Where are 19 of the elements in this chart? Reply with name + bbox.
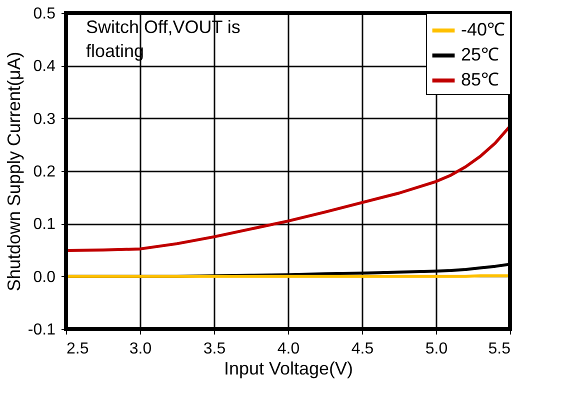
x-axis-title: Input Voltage(V) <box>224 358 354 378</box>
y-tick-label: 0.2 <box>33 164 56 180</box>
x-tick-label: 4.5 <box>351 340 374 358</box>
x-tick-label: 3.0 <box>129 340 152 358</box>
x-tick-label: 5.0 <box>425 340 448 358</box>
y-tick-label: 0.5 <box>33 6 56 22</box>
y-tick-label: 0.4 <box>33 58 56 76</box>
legend-label: -40℃ <box>461 20 506 40</box>
y-tick-label: 0.0 <box>33 268 56 286</box>
x-tick-label: 3.5 <box>203 340 226 358</box>
legend-label: 85℃ <box>461 70 500 90</box>
x-tick-label: 5.5 <box>488 340 511 358</box>
x-tick-label: 4.0 <box>277 340 300 358</box>
legend-label: 25℃ <box>461 44 500 64</box>
y-tick-label: 0.3 <box>33 110 56 128</box>
y-tick-label: -0.1 <box>28 322 56 338</box>
y-axis-title: Shutdown Supply Current(μA) <box>4 52 24 292</box>
x-tick-label: 2.5 <box>66 340 89 358</box>
y-tick-label: 0.1 <box>33 216 56 234</box>
